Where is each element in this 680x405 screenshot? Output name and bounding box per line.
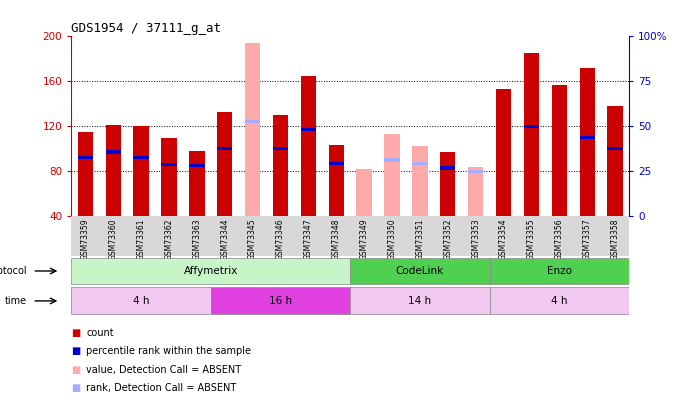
Bar (161, 163, 177, 166)
Text: GSM73348: GSM73348 (332, 218, 341, 260)
Bar (468, 167, 483, 216)
Text: value, Detection Call = ABSENT: value, Detection Call = ABSENT (86, 364, 241, 375)
Bar (105, 125, 121, 216)
Bar (189, 151, 205, 216)
Text: GSM73345: GSM73345 (248, 218, 257, 260)
Bar (71, 258, 350, 284)
Text: ■: ■ (71, 383, 81, 393)
Bar (440, 152, 456, 216)
Text: GSM73352: GSM73352 (443, 218, 452, 260)
Text: GDS1954 / 37111_g_at: GDS1954 / 37111_g_at (71, 22, 222, 35)
Bar (301, 128, 316, 131)
Bar (356, 169, 372, 216)
Text: GSM73356: GSM73356 (555, 218, 564, 260)
Text: ■: ■ (71, 346, 81, 356)
Text: 14 h: 14 h (408, 296, 432, 306)
Text: GSM73357: GSM73357 (583, 218, 592, 260)
Bar (328, 145, 344, 216)
Bar (440, 166, 456, 170)
Text: GSM73346: GSM73346 (276, 218, 285, 260)
Bar (133, 126, 149, 216)
Bar (384, 134, 400, 216)
Bar (189, 164, 205, 167)
Text: GSM73349: GSM73349 (360, 218, 369, 260)
Bar (384, 158, 400, 162)
Text: ■: ■ (71, 364, 81, 375)
Bar (490, 258, 629, 284)
Bar (71, 288, 211, 314)
Bar (161, 138, 177, 216)
Bar (217, 112, 233, 216)
Bar (245, 120, 260, 124)
Text: GSM73344: GSM73344 (220, 218, 229, 260)
Bar (273, 115, 288, 216)
Bar (607, 106, 623, 216)
Text: GSM73350: GSM73350 (388, 218, 396, 260)
Bar (412, 162, 428, 165)
Bar (551, 85, 567, 216)
Text: GSM73355: GSM73355 (527, 218, 536, 260)
Bar (211, 288, 350, 314)
Bar (133, 156, 149, 160)
Bar (524, 125, 539, 128)
Text: count: count (86, 328, 114, 338)
Text: GSM73347: GSM73347 (304, 218, 313, 260)
Text: rank, Detection Call = ABSENT: rank, Detection Call = ABSENT (86, 383, 237, 393)
Text: GSM73358: GSM73358 (611, 218, 619, 260)
Text: GSM73362: GSM73362 (165, 218, 173, 260)
Text: GSM73359: GSM73359 (81, 218, 90, 260)
Bar (579, 136, 595, 139)
Bar (78, 156, 93, 160)
Bar (579, 68, 595, 216)
Bar (350, 258, 490, 284)
Bar (350, 288, 490, 314)
Bar (78, 132, 93, 216)
Bar (412, 147, 428, 216)
Text: GSM73363: GSM73363 (192, 218, 201, 260)
Text: 16 h: 16 h (269, 296, 292, 306)
Bar (301, 76, 316, 216)
Bar (524, 53, 539, 216)
Bar (328, 162, 344, 165)
Bar (490, 288, 629, 314)
Text: Affymetrix: Affymetrix (184, 266, 238, 276)
Text: 4 h: 4 h (133, 296, 150, 306)
Bar (105, 150, 121, 154)
Text: ■: ■ (71, 328, 81, 338)
Bar (273, 147, 288, 150)
Text: protocol: protocol (0, 266, 27, 276)
Text: CodeLink: CodeLink (396, 266, 444, 276)
Bar (217, 147, 233, 150)
Text: 4 h: 4 h (551, 296, 568, 306)
Text: time: time (5, 296, 27, 306)
Text: Enzo: Enzo (547, 266, 572, 276)
Text: percentile rank within the sample: percentile rank within the sample (86, 346, 252, 356)
Text: GSM73361: GSM73361 (137, 218, 146, 260)
Bar (468, 170, 483, 173)
Text: GSM73360: GSM73360 (109, 218, 118, 260)
Text: GSM73351: GSM73351 (415, 218, 424, 260)
Bar (496, 89, 511, 216)
Bar (245, 43, 260, 216)
Text: GSM73353: GSM73353 (471, 218, 480, 260)
Text: GSM73354: GSM73354 (499, 218, 508, 260)
Bar (607, 147, 623, 150)
